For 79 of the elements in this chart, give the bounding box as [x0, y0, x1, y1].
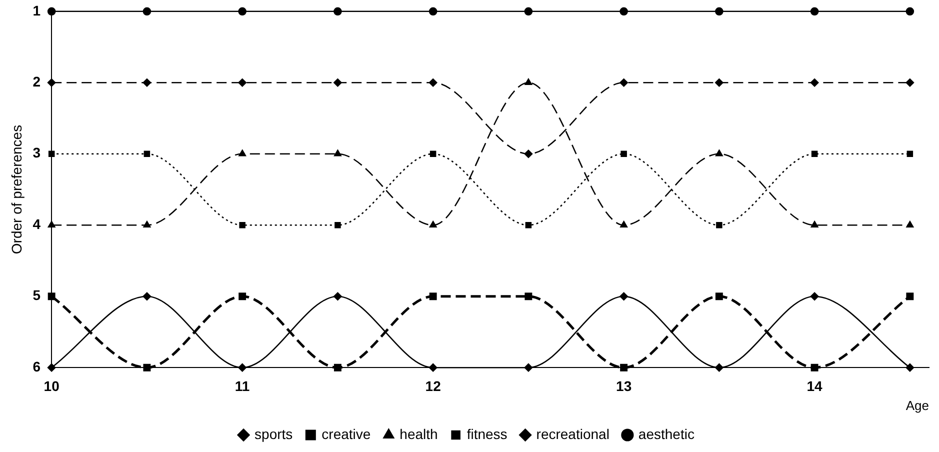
point: [428, 363, 438, 372]
point: [620, 7, 628, 16]
point: [142, 7, 152, 16]
point: [48, 220, 56, 228]
point: [238, 292, 246, 300]
point: [524, 78, 532, 86]
point: [524, 150, 533, 158]
point: [144, 150, 150, 158]
point: [906, 150, 914, 158]
y-tick-label: 1: [32, 2, 41, 18]
point: [238, 7, 246, 16]
point: [48, 150, 55, 158]
point: [334, 292, 342, 301]
point: [810, 292, 819, 301]
y-tick-label: 3: [32, 144, 41, 161]
point: [811, 150, 818, 158]
point: [238, 78, 246, 87]
point: [238, 363, 246, 372]
legend-label: health: [400, 426, 438, 442]
point: [428, 7, 438, 16]
point: [810, 220, 818, 228]
legend-label: aesthetic: [638, 426, 694, 442]
point: [142, 78, 152, 87]
point: [906, 363, 914, 372]
point: [334, 78, 342, 87]
point: [429, 220, 437, 228]
x-axis-title: Age: [906, 398, 929, 413]
point: [47, 363, 56, 372]
point: [142, 292, 152, 301]
point: [334, 222, 341, 228]
point: [906, 78, 914, 87]
point: [906, 7, 914, 16]
point: [620, 150, 627, 158]
x-tick-label: 13: [616, 378, 632, 394]
point: [716, 150, 723, 156]
point: [430, 150, 436, 158]
point: [620, 364, 628, 372]
x-tick-label: 11: [234, 378, 250, 394]
point: [524, 292, 532, 300]
point: [429, 292, 437, 300]
y-tick-label: 5: [32, 287, 41, 304]
legend-label: creative: [322, 426, 371, 442]
point: [524, 7, 533, 16]
point: [810, 78, 819, 87]
point: [143, 220, 151, 228]
point: [48, 292, 56, 300]
point: [239, 222, 246, 228]
y-tick-label: 2: [32, 74, 41, 90]
point: [716, 222, 722, 228]
point: [715, 78, 724, 87]
point: [715, 363, 724, 372]
legend-label: sports: [254, 426, 293, 442]
point: [238, 150, 246, 156]
point: [620, 292, 628, 301]
point: [620, 220, 628, 228]
point: [525, 222, 532, 228]
point: [334, 7, 342, 16]
point: [47, 7, 56, 16]
y-tick-label: 6: [32, 358, 41, 374]
legend-label: recreational: [536, 426, 610, 442]
point: [143, 364, 151, 372]
point: [334, 150, 342, 156]
point: [906, 220, 914, 228]
point: [810, 7, 819, 16]
point: [715, 292, 723, 300]
y-tick-label: 4: [32, 216, 41, 232]
x-tick-label: 10: [44, 378, 60, 394]
point: [810, 364, 818, 372]
x-tick-label: 14: [806, 378, 823, 394]
legend-label: fitness: [466, 426, 508, 442]
point: [715, 7, 724, 16]
point: [428, 78, 438, 87]
point: [524, 363, 533, 372]
point: [620, 78, 628, 87]
y-axis-title: Order of preferences: [8, 124, 24, 254]
point: [906, 292, 914, 300]
point: [334, 364, 342, 372]
x-tick-label: 12: [425, 378, 442, 394]
point: [47, 78, 56, 87]
